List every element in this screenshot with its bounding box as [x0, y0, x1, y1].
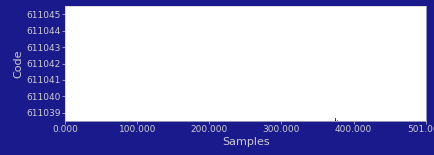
- Y-axis label: Code: Code: [14, 49, 24, 78]
- X-axis label: Samples: Samples: [221, 137, 269, 147]
